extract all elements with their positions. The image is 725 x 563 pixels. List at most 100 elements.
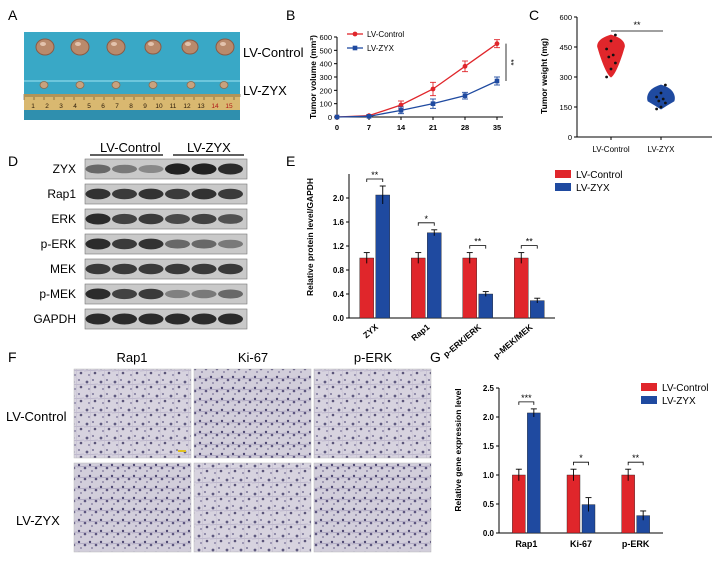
chartE-bar [411,257,426,319]
c-point [614,61,617,65]
chartE-xtick-label: ZYX [361,322,380,340]
c-point [655,107,658,111]
chartG-sig-label: * [579,453,583,463]
chartG-legend-label: LV-Control [662,383,709,394]
wb-band [191,263,217,275]
ihc-row-control: LV-Control [6,409,67,424]
wb-label: p-MEK [39,287,76,301]
chartG-legend-label: LV-ZYX [662,396,696,407]
c-violin [647,84,675,110]
ruler-number: 2 [45,103,49,110]
ruler-number: 10 [155,103,163,110]
wb-band [218,289,243,299]
c-point [661,97,665,101]
wb-band [138,238,164,250]
photo-label-control: LV-Control [243,45,304,60]
zyx-tumor-row [39,81,229,89]
wb-band [218,188,243,200]
chartE-legend-label: LV-ZYX [576,183,610,194]
chartE-legend-swatch [555,183,571,191]
b-point-zyx [334,114,340,120]
tumor-weight-ylabel: Tumor weight (mg) [539,38,549,114]
chartE-ytick-label: 0.8 [333,266,345,275]
ruler-number: 5 [87,103,91,110]
ihc-image [193,462,312,553]
chartE-bar [462,257,477,319]
wb-band [165,313,190,325]
c-point [659,105,663,109]
tumor-highlight [185,42,191,46]
wb-band [218,214,243,224]
b-point-zyx [398,108,404,113]
b-ytick-label: 600 [319,33,332,42]
wb-band [85,238,111,250]
b-legend-marker [352,31,358,37]
b-point-control [430,86,436,92]
c-point [659,91,663,95]
chartE-bar [478,293,493,319]
wb-band [112,238,137,250]
c-point [657,99,661,103]
tumor-highlight [148,42,154,46]
wb-band [85,188,111,200]
c-point [605,75,608,79]
wb-band [191,313,217,325]
tumor-volume-ylabel: Tumor volume (mm³) [308,35,318,119]
ihc-col-rap1: Rap1 [116,350,147,365]
gene-expression-ylabel: Relative gene expression level [453,388,463,511]
c-point [605,47,608,51]
ruler-number: 11 [170,103,177,110]
tumor-highlight [220,42,226,46]
tumor-volume-chart: Tumor volume (mm³) 0 100 200 300 400 500 600 0 7… [308,30,515,132]
chartG-xtick-label: Rap1 [515,539,537,549]
chartE-bar [427,232,442,319]
b-point-zyx [366,114,372,119]
ihc-image [73,462,192,553]
chartE-sig-bracket [366,178,384,182]
c-ytick-label: 0 [568,133,572,142]
wb-band [85,213,111,225]
c-point [655,95,658,99]
chartE-sig-label: ** [371,170,379,180]
wb-label: p-ERK [41,237,76,251]
chartE-xtick-label: p-MEK/MEK [491,321,535,360]
chartG-sig-label: ** [632,453,640,463]
zyx-tumor [111,81,121,89]
chartG-xtick-label: Ki-67 [570,539,592,549]
b-point-zyx [430,101,436,106]
chartE-bar [514,257,529,319]
chartG-sig-bracket [573,461,589,466]
protein-level-ylabel: Relative protein level/GAPDH [305,178,315,296]
chartE-ytick-label: 1.2 [333,242,345,251]
b-ytick-label: 400 [319,60,332,69]
c-point [609,67,613,71]
b-point-control [398,102,404,108]
wb-label: Rap1 [47,187,76,201]
c-point [664,83,667,87]
wb-band [165,263,190,275]
b-ytick-label: 200 [319,86,332,95]
chartG-bar [566,474,581,534]
ruler-number: 14 [211,103,219,110]
b-point-control [462,63,468,69]
ihc-image [73,368,192,459]
panel-label-b: B [286,7,295,23]
tumor-photo: 1 2 3 4 5 6 7 8 9 10 11 12 13 14 15 [23,32,241,120]
b-xtick-label: 28 [461,123,469,132]
chartE-ytick-label: 2.0 [333,194,345,203]
chartG-ytick-label: 1.0 [483,471,495,480]
ruler-number: 15 [225,103,233,110]
chartG-bar [527,412,541,534]
chartG-ytick-label: 2.0 [483,413,495,422]
control-tumor [215,38,235,56]
chartE-sig-label: * [424,214,428,224]
chartE-xtick-label: p-ERK/ERK [441,321,484,359]
ruler-number: 4 [73,103,77,110]
b-legend-marker [352,45,358,51]
wb-label: ZYX [53,162,76,176]
control-tumor [35,38,55,56]
chartG-ytick-label: 1.5 [483,442,495,451]
photo-cloth-lower [24,110,240,120]
chartE-sig-bracket [520,245,538,249]
